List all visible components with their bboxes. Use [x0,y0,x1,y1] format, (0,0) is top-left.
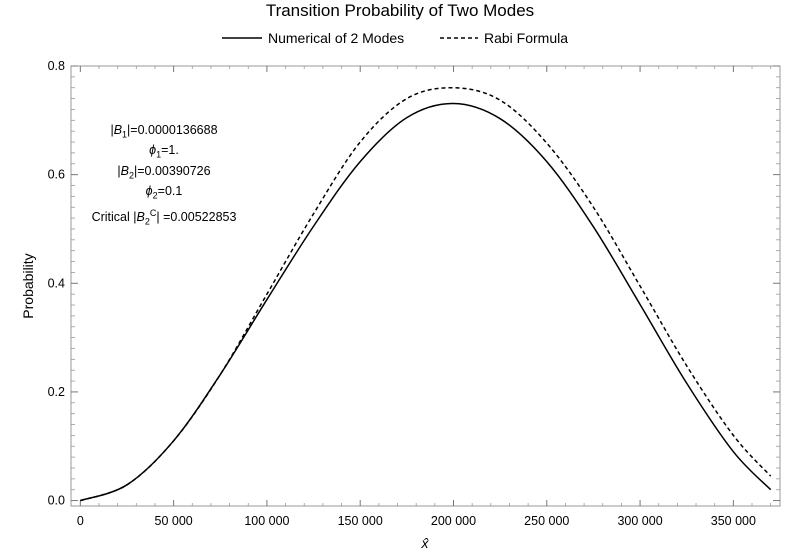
x-tick-label: 50 000 [155,514,193,528]
y-axis-label: Probability [20,253,36,318]
x-tick-label: 300 000 [617,514,662,528]
plot-frame [70,65,781,507]
x-axis-label: x̂ [421,535,430,551]
x-tick-label: 150 000 [338,514,383,528]
x-tick-label: 350 000 [711,514,756,528]
series-group [80,86,772,502]
ticks: 0 50 000 100 000 150 000 200 000 250 000 300 0… [48,59,780,528]
legend-label-numerical: Numerical of 2 Modes [268,30,404,46]
y-tick-label: 0.6 [48,168,65,182]
y-tick-label: 0.8 [48,59,65,73]
series-line-numerical [80,102,772,502]
series-line-rabi [80,86,772,502]
x-tick-label: 250 000 [524,514,569,528]
x-tick-label: 100 000 [244,514,289,528]
legend-label-rabi: Rabi Formula [484,30,568,46]
legend: Numerical of 2 Modes Rabi Formula [222,30,568,46]
x-tick-label: 200 000 [431,514,476,528]
y-tick-label: 0.2 [48,385,65,399]
y-tick-label: 0.4 [48,276,65,290]
x-tick-label: 0 [77,514,84,528]
y-tick-label: 0.0 [48,494,65,508]
chart-title: Transition Probability of Two Modes [266,1,534,20]
